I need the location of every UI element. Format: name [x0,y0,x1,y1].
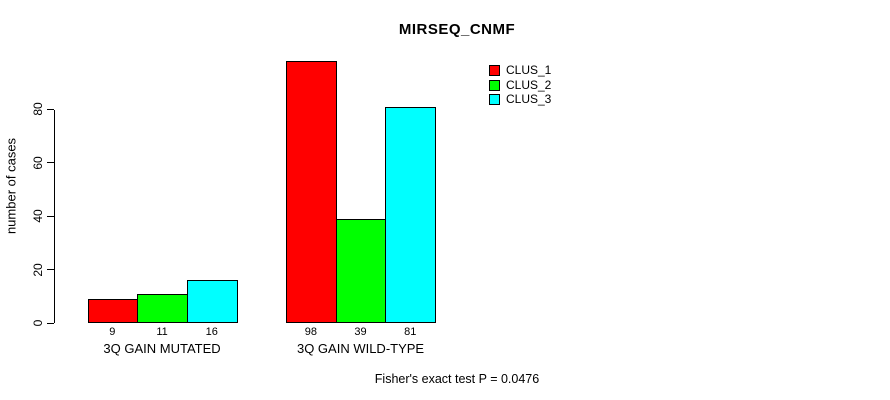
y-tick-label: 40 [31,209,45,223]
bar-value-label: 16 [205,326,218,338]
bar [87,298,139,323]
bar [186,280,238,323]
y-tick-mark [47,269,54,271]
stat-test-caption: Fisher's exact test P = 0.0476 [374,372,540,386]
y-tick-label: 20 [31,262,45,277]
legend-swatch [489,65,500,76]
legend-label: CLUS_2 [506,77,552,92]
y-tick-mark [47,215,54,217]
bar [286,61,337,323]
bar [137,293,188,323]
bar-value-label: 98 [304,326,317,338]
bar-value-label: 81 [404,326,417,338]
chart-title: MIRSEQ_CNMF [398,21,516,38]
y-tick-mark [47,162,54,164]
legend-label: CLUS_3 [506,92,552,107]
y-tick-label: 60 [31,156,45,170]
bar [385,106,437,323]
x-category-label: 3Q GAIN MUTATED [103,341,221,356]
y-axis-label: number of cases [3,137,19,235]
y-tick-label: 0 [31,319,45,327]
x-category-label: 3Q GAIN WILD-TYPE [296,341,425,356]
legend-swatch [489,79,500,91]
y-axis-line [54,109,55,323]
y-tick-label: 80 [31,102,45,117]
bar [335,218,387,323]
legend-swatch [489,94,500,106]
bar-value-label: 11 [156,326,168,338]
bar-value-label: 9 [109,326,116,338]
bar-value-label: 39 [354,326,367,338]
legend-label: CLUS_1 [506,63,552,77]
y-tick-mark [47,108,54,110]
y-tick-mark [47,322,54,324]
